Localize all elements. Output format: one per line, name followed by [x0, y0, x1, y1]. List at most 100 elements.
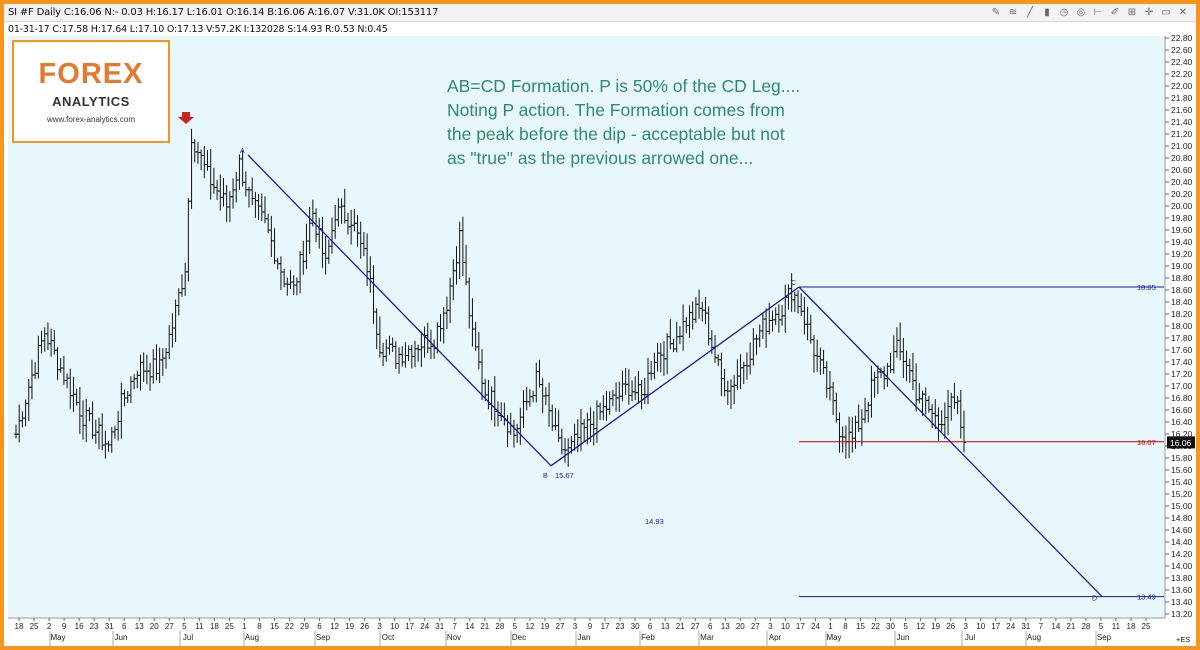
- level-label: 16.07: [1137, 438, 1156, 447]
- x-day-label: 18: [1127, 622, 1136, 631]
- ohlc-bar: [748, 342, 753, 375]
- ohlc-bar: [783, 284, 788, 333]
- ohlc-bar: [703, 297, 708, 325]
- ohlc-bar: [553, 408, 558, 431]
- pen-icon[interactable]: ✐: [1110, 7, 1120, 18]
- ohlc-bar: [722, 368, 727, 397]
- ohlc-bar: [840, 426, 845, 453]
- y-tick-label: 17.00: [1171, 381, 1193, 391]
- x-day-label: 31: [105, 622, 114, 631]
- ohlc-bar: [29, 359, 34, 400]
- x-month-label: Sep: [1097, 633, 1112, 642]
- ohlc-bar: [894, 327, 899, 358]
- x-day-label: 3: [768, 622, 773, 631]
- ohlc-bar: [393, 341, 398, 369]
- ohlc-bar: [323, 235, 328, 275]
- ohlc-bar: [882, 366, 887, 390]
- ohlc-bar: [74, 388, 79, 406]
- pattern-point-A: A: [240, 148, 245, 155]
- x-day-label: 21: [480, 622, 489, 631]
- ohlc-bar: [272, 228, 277, 265]
- ohlc-bar: [199, 149, 204, 171]
- ohlc-bar: [824, 361, 829, 398]
- x-day-label: 20: [150, 622, 159, 631]
- x-day-label: 18: [210, 622, 219, 631]
- y-tick-label: 17.60: [1171, 345, 1193, 355]
- ohlc-bar: [620, 370, 625, 402]
- ohlc-bar: [872, 371, 877, 398]
- crosshair-icon[interactable]: ✛: [1144, 7, 1154, 18]
- ohlc-bar: [36, 335, 41, 379]
- toolbar: ✎ ≋ ╱ ▮ ◷ ◎ ⊢ ✐ ⊞ ✛ ▭ ✕: [989, 6, 1190, 19]
- ohlc-bar: [499, 402, 504, 422]
- ohlc-bar: [719, 352, 724, 396]
- x-day-label: 31: [1021, 622, 1030, 631]
- ohlc-bar: [282, 268, 287, 288]
- ohlc-bar: [738, 354, 743, 390]
- ruler-icon[interactable]: ⊢: [1093, 7, 1103, 18]
- plot-area[interactable]: [8, 36, 1165, 618]
- ohlc-bar: [294, 277, 299, 296]
- x-day-label: 13: [721, 622, 730, 631]
- ohlc-bar: [802, 297, 807, 335]
- waves-icon[interactable]: ≋: [1008, 7, 1018, 18]
- ohlc-bar: [757, 324, 762, 348]
- ohlc-bar: [550, 404, 555, 432]
- x-day-label: 24: [1006, 622, 1015, 631]
- ohlc-bar: [604, 390, 609, 421]
- y-tick-label: 22.40: [1171, 57, 1193, 67]
- line-icon[interactable]: ╱: [1026, 7, 1034, 18]
- x-day-label: 10: [390, 622, 399, 631]
- x-day-label: 25: [225, 622, 234, 631]
- ohlc-bar: [559, 428, 564, 455]
- ohlc-bar: [690, 301, 695, 330]
- ohlc-bar: [403, 342, 408, 368]
- x-day-label: 5: [1099, 622, 1104, 631]
- ohlc-bar: [786, 284, 791, 310]
- ohlc-bar: [317, 218, 322, 249]
- chart-header: SI #F Daily C:16.06 N:- 0.03 H:16.17 L:1…: [4, 4, 1196, 22]
- x-day-label: 9: [62, 622, 67, 631]
- x-day-label: 13: [135, 622, 144, 631]
- ohlc-bar: [368, 256, 373, 293]
- ohlc-bar: [901, 337, 906, 379]
- ohlc-bar: [361, 232, 366, 257]
- y-tick-label: 17.20: [1171, 369, 1193, 379]
- x-month-label: Feb: [641, 633, 655, 642]
- target-icon[interactable]: ◎: [1076, 7, 1086, 18]
- close-icon[interactable]: ✕: [1178, 7, 1188, 18]
- x-month-label: Dec: [512, 633, 526, 642]
- ohlc-bar: [371, 265, 376, 324]
- ohlc-bar: [658, 342, 663, 373]
- ohlc-bar: [278, 256, 283, 290]
- ohlc-bar: [614, 382, 619, 412]
- ohlc-bar: [799, 293, 804, 317]
- ohlc-bar: [610, 389, 615, 407]
- window-icon[interactable]: ▭: [1161, 7, 1171, 18]
- y-tick-label: 21.00: [1171, 141, 1193, 151]
- ohlc-bar: [856, 404, 861, 432]
- x-day-label: 26: [946, 622, 955, 631]
- annotation-line: Noting P action. The Formation comes fro…: [447, 100, 785, 120]
- x-day-label: 12: [330, 622, 339, 631]
- ohlc-bar: [815, 339, 820, 372]
- ohlc-bar: [732, 375, 737, 405]
- x-day-label: 21: [676, 622, 685, 631]
- x-day-label: 6: [708, 622, 713, 631]
- ohlc-bar: [668, 319, 673, 350]
- x-day-label: 17: [601, 622, 610, 631]
- ohlc-bar: [537, 359, 542, 388]
- ohlc-bar: [304, 223, 309, 269]
- forex-analytics-logo: FOREX ANALYTICS www.forex-analytics.com: [12, 40, 170, 143]
- ohlc-bar: [859, 409, 864, 446]
- x-day-label: 21: [1066, 622, 1075, 631]
- ohlc-bar: [460, 216, 465, 277]
- ohlc-bar: [448, 277, 453, 324]
- ohlc-bar: [138, 354, 143, 391]
- brush-icon[interactable]: ✎: [991, 7, 1001, 18]
- marker-icon[interactable]: ▮: [1044, 7, 1050, 18]
- fibonacci-icon[interactable]: ⊞: [1127, 7, 1137, 18]
- ohlc-bar: [837, 412, 842, 453]
- last-price-label: 16.06: [1170, 438, 1192, 448]
- clock-icon[interactable]: ◷: [1059, 7, 1069, 18]
